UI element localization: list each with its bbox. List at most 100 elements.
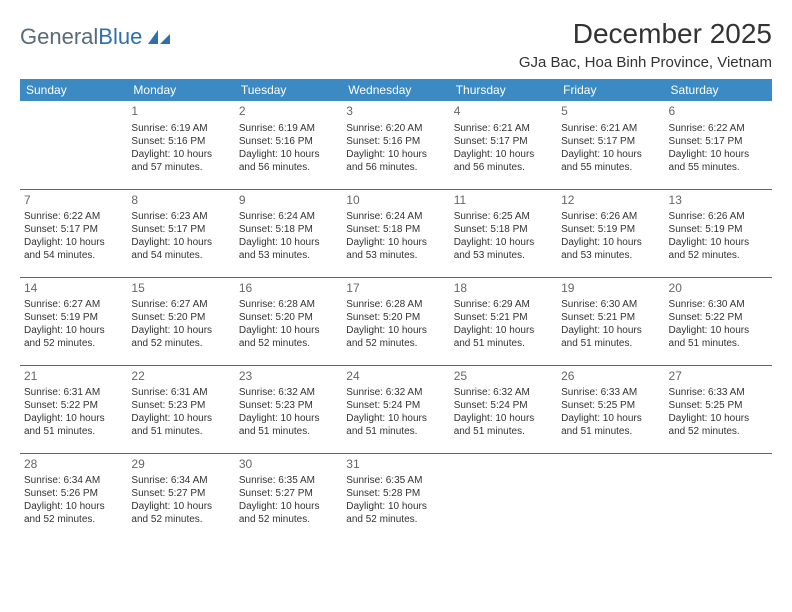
day-number: 18 [454, 281, 553, 297]
day-details: Sunrise: 6:29 AMSunset: 5:21 PMDaylight:… [454, 298, 553, 350]
day-details: Sunrise: 6:28 AMSunset: 5:20 PMDaylight:… [239, 298, 338, 350]
day-details: Sunrise: 6:34 AMSunset: 5:26 PMDaylight:… [24, 474, 123, 526]
calendar-week-row: 14Sunrise: 6:27 AMSunset: 5:19 PMDayligh… [20, 277, 772, 365]
day-number: 9 [239, 193, 338, 209]
calendar-day-cell: 24Sunrise: 6:32 AMSunset: 5:24 PMDayligh… [342, 365, 449, 453]
calendar-day-cell: 19Sunrise: 6:30 AMSunset: 5:21 PMDayligh… [557, 277, 664, 365]
day-details: Sunrise: 6:24 AMSunset: 5:18 PMDaylight:… [346, 210, 445, 262]
calendar-week-row: 7Sunrise: 6:22 AMSunset: 5:17 PMDaylight… [20, 189, 772, 277]
day-header: Sunday [20, 79, 127, 101]
calendar-day-cell: 16Sunrise: 6:28 AMSunset: 5:20 PMDayligh… [235, 277, 342, 365]
day-number: 13 [669, 193, 768, 209]
day-details: Sunrise: 6:30 AMSunset: 5:22 PMDaylight:… [669, 298, 768, 350]
calendar-day-cell: 7Sunrise: 6:22 AMSunset: 5:17 PMDaylight… [20, 189, 127, 277]
title-block: December 2025 GJa Bac, Hoa Binh Province… [519, 18, 772, 71]
day-number: 27 [669, 369, 768, 385]
day-details: Sunrise: 6:30 AMSunset: 5:21 PMDaylight:… [561, 298, 660, 350]
calendar-day-cell: 31Sunrise: 6:35 AMSunset: 5:28 PMDayligh… [342, 453, 449, 541]
calendar-day-cell: 3 Sunrise: 6:20 AMSunset: 5:16 PMDaylight… [342, 101, 449, 189]
day-number: 1 [131, 104, 230, 120]
day-number: 31 [346, 457, 445, 473]
day-details: Sunrise: 6:32 AMSunset: 5:24 PMDaylight:… [346, 386, 445, 438]
day-number: 28 [24, 457, 123, 473]
calendar-page: GeneralBlue December 2025 GJa Bac, Hoa B… [0, 0, 792, 551]
calendar-day-cell: 6 Sunrise: 6:22 AMSunset: 5:17 PMDaylight… [665, 101, 772, 189]
day-number: 25 [454, 369, 553, 385]
day-details: Sunrise: 6:20 AMSunset: 5:16 PMDaylight:… [346, 122, 445, 174]
calendar-day-cell: 13Sunrise: 6:26 AMSunset: 5:19 PMDayligh… [665, 189, 772, 277]
day-details: Sunrise: 6:21 AMSunset: 5:17 PMDaylight:… [561, 122, 660, 174]
day-number: 3 [346, 104, 445, 120]
day-details: Sunrise: 6:23 AMSunset: 5:17 PMDaylight:… [131, 210, 230, 262]
day-details: Sunrise: 6:32 AMSunset: 5:24 PMDaylight:… [454, 386, 553, 438]
calendar-day-cell: 17Sunrise: 6:28 AMSunset: 5:20 PMDayligh… [342, 277, 449, 365]
calendar-day-cell: 4Sunrise: 6:21 AMSunset: 5:17 PMDaylight… [450, 101, 557, 189]
calendar-day-cell: 25Sunrise: 6:32 AMSunset: 5:24 PMDayligh… [450, 365, 557, 453]
day-details: Sunrise: 6:22 AMSunset: 5:17 PMDaylight:… [24, 210, 123, 262]
calendar-day-cell: 8Sunrise: 6:23 AMSunset: 5:17 PMDaylight… [127, 189, 234, 277]
day-header: Friday [557, 79, 664, 101]
calendar-day-cell [665, 453, 772, 541]
calendar-day-cell: 22Sunrise: 6:31 AMSunset: 5:23 PMDayligh… [127, 365, 234, 453]
calendar-day-cell: 11Sunrise: 6:25 AMSunset: 5:18 PMDayligh… [450, 189, 557, 277]
day-number: 2 [239, 104, 338, 120]
day-details: Sunrise: 6:26 AMSunset: 5:19 PMDaylight:… [669, 210, 768, 262]
day-number: 16 [239, 281, 338, 297]
calendar-day-cell: 21Sunrise: 6:31 AMSunset: 5:22 PMDayligh… [20, 365, 127, 453]
location-text: GJa Bac, Hoa Binh Province, Vietnam [519, 54, 772, 71]
calendar-day-cell [450, 453, 557, 541]
day-details: Sunrise: 6:31 AMSunset: 5:22 PMDaylight:… [24, 386, 123, 438]
calendar-table: SundayMondayTuesdayWednesdayThursdayFrid… [20, 79, 772, 541]
calendar-body: 1 Sunrise: 6:19 AMSunset: 5:16 PMDaylight… [20, 101, 772, 541]
day-number: 12 [561, 193, 660, 209]
calendar-day-cell: 20Sunrise: 6:30 AMSunset: 5:22 PMDayligh… [665, 277, 772, 365]
day-number: 7 [24, 193, 123, 209]
day-number: 21 [24, 369, 123, 385]
day-header: Wednesday [342, 79, 449, 101]
day-details: Sunrise: 6:26 AMSunset: 5:19 PMDaylight:… [561, 210, 660, 262]
calendar-day-cell: 18Sunrise: 6:29 AMSunset: 5:21 PMDayligh… [450, 277, 557, 365]
day-details: Sunrise: 6:33 AMSunset: 5:25 PMDaylight:… [669, 386, 768, 438]
calendar-week-row: 1 Sunrise: 6:19 AMSunset: 5:16 PMDaylight… [20, 101, 772, 189]
month-title: December 2025 [519, 18, 772, 50]
calendar-day-cell: 26Sunrise: 6:33 AMSunset: 5:25 PMDayligh… [557, 365, 664, 453]
calendar-day-cell: 12Sunrise: 6:26 AMSunset: 5:19 PMDayligh… [557, 189, 664, 277]
day-number: 24 [346, 369, 445, 385]
day-details: Sunrise: 6:24 AMSunset: 5:18 PMDaylight:… [239, 210, 338, 262]
day-number: 10 [346, 193, 445, 209]
day-details: Sunrise: 6:27 AMSunset: 5:20 PMDaylight:… [131, 298, 230, 350]
day-number: 4 [454, 104, 553, 120]
calendar-day-cell: 5Sunrise: 6:21 AMSunset: 5:17 PMDaylight… [557, 101, 664, 189]
day-number: 20 [669, 281, 768, 297]
calendar-day-cell [557, 453, 664, 541]
day-details: Sunrise: 6:35 AMSunset: 5:28 PMDaylight:… [346, 474, 445, 526]
calendar-day-cell: 28Sunrise: 6:34 AMSunset: 5:26 PMDayligh… [20, 453, 127, 541]
day-header: Tuesday [235, 79, 342, 101]
calendar-day-cell: 10Sunrise: 6:24 AMSunset: 5:18 PMDayligh… [342, 189, 449, 277]
logo-text-blue: Blue [98, 24, 142, 50]
day-number: 8 [131, 193, 230, 209]
calendar-day-cell: 1 Sunrise: 6:19 AMSunset: 5:16 PMDaylight… [127, 101, 234, 189]
day-number: 29 [131, 457, 230, 473]
calendar-day-cell: 15Sunrise: 6:27 AMSunset: 5:20 PMDayligh… [127, 277, 234, 365]
calendar-day-cell: 30Sunrise: 6:35 AMSunset: 5:27 PMDayligh… [235, 453, 342, 541]
day-details: Sunrise: 6:22 AMSunset: 5:17 PMDaylight:… [669, 122, 768, 174]
day-number: 26 [561, 369, 660, 385]
calendar-day-cell: 23Sunrise: 6:32 AMSunset: 5:23 PMDayligh… [235, 365, 342, 453]
day-details: Sunrise: 6:27 AMSunset: 5:19 PMDaylight:… [24, 298, 123, 350]
day-details: Sunrise: 6:34 AMSunset: 5:27 PMDaylight:… [131, 474, 230, 526]
page-header: GeneralBlue December 2025 GJa Bac, Hoa B… [20, 18, 772, 71]
day-details: Sunrise: 6:19 AMSunset: 5:16 PMDaylight:… [239, 122, 338, 174]
day-details: Sunrise: 6:32 AMSunset: 5:23 PMDaylight:… [239, 386, 338, 438]
day-details: Sunrise: 6:19 AMSunset: 5:16 PMDaylight:… [131, 122, 230, 174]
day-number: 6 [669, 104, 768, 120]
calendar-day-cell: 2 Sunrise: 6:19 AMSunset: 5:16 PMDaylight… [235, 101, 342, 189]
calendar-day-cell [20, 101, 127, 189]
day-number: 15 [131, 281, 230, 297]
day-number: 17 [346, 281, 445, 297]
day-header: Monday [127, 79, 234, 101]
day-number: 22 [131, 369, 230, 385]
day-number: 14 [24, 281, 123, 297]
day-number: 11 [454, 193, 553, 209]
day-number: 30 [239, 457, 338, 473]
